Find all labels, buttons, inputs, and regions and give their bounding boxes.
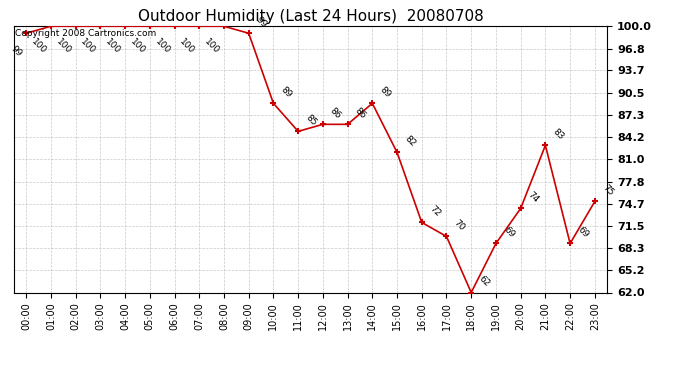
Text: Copyright 2008 Cartronics.com: Copyright 2008 Cartronics.com: [15, 29, 156, 38]
Text: 100: 100: [79, 38, 97, 56]
Text: 86: 86: [353, 106, 368, 120]
Text: 100: 100: [178, 38, 197, 56]
Text: 99: 99: [254, 15, 268, 29]
Text: 100: 100: [128, 38, 147, 56]
Text: 70: 70: [452, 218, 466, 232]
Text: 85: 85: [304, 112, 318, 127]
Text: 86: 86: [328, 106, 343, 120]
Text: 89: 89: [279, 85, 293, 99]
Text: 69: 69: [575, 225, 590, 239]
Text: 62: 62: [477, 274, 491, 288]
Text: 99: 99: [9, 44, 23, 59]
Text: 100: 100: [104, 38, 122, 56]
Text: 100: 100: [55, 38, 73, 56]
Text: 100: 100: [203, 38, 221, 56]
Text: 82: 82: [402, 134, 417, 148]
Title: Outdoor Humidity (Last 24 Hours)  20080708: Outdoor Humidity (Last 24 Hours) 2008070…: [137, 9, 484, 24]
Text: 75: 75: [600, 183, 615, 197]
Text: 89: 89: [378, 85, 393, 99]
Text: 72: 72: [427, 204, 442, 218]
Text: 69: 69: [502, 225, 516, 239]
Text: 83: 83: [551, 127, 565, 141]
Text: 74: 74: [526, 190, 541, 204]
Text: 100: 100: [153, 38, 172, 56]
Text: 100: 100: [30, 38, 48, 56]
